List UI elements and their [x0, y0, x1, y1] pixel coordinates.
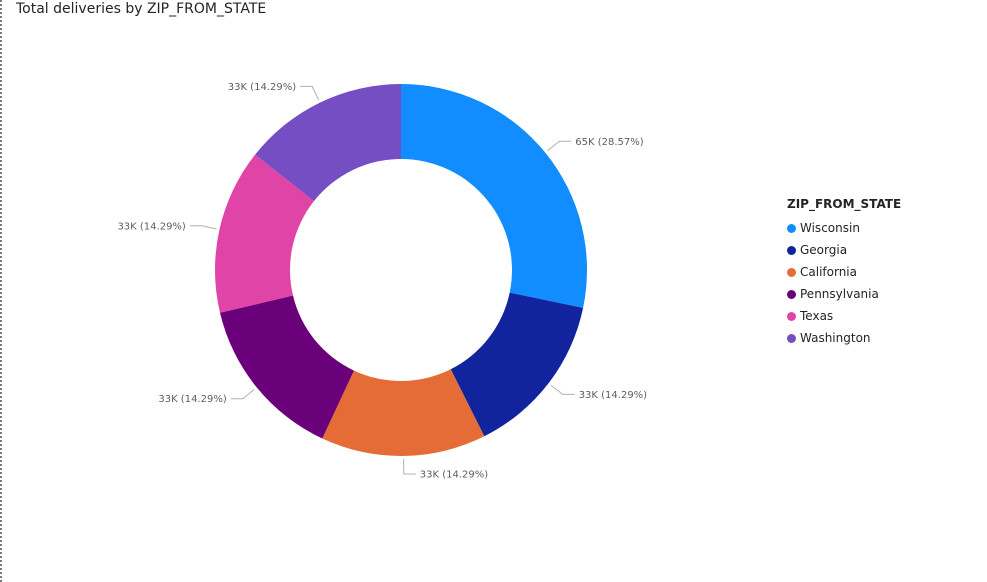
data-label-georgia: 33K (14.29%): [579, 390, 647, 401]
label-leader-lines: [189, 85, 575, 475]
leader-line: [403, 458, 416, 475]
legend-item-texas[interactable]: Texas: [787, 305, 901, 327]
legend-label: Washington: [800, 331, 871, 345]
legend-marker: [787, 289, 796, 299]
legend-marker: [787, 267, 796, 277]
leader-line: [189, 225, 217, 230]
legend-label: Texas: [800, 309, 834, 323]
donut-slice-california[interactable]: [322, 369, 485, 456]
donut-slices: [214, 84, 587, 456]
legend-marker: [787, 333, 796, 343]
legend-item-california[interactable]: California: [787, 261, 901, 283]
legend-marker: [787, 223, 796, 233]
donut-slice-washington[interactable]: [255, 84, 401, 202]
legend-marker: [787, 311, 796, 321]
legend: ZIP_FROM_STATE Wisconsin Georgia Californi…: [787, 197, 901, 349]
legend-label: Pennsylvania: [800, 287, 879, 301]
legend-items: Wisconsin Georgia California Pennsylvania Te…: [787, 217, 901, 349]
legend-item-georgia[interactable]: Georgia: [787, 239, 901, 261]
legend-item-pennsylvania[interactable]: Pennsylvania: [787, 283, 901, 305]
data-label-pennsylvania: 33K (14.29%): [158, 394, 226, 405]
donut-slice-georgia[interactable]: [450, 292, 584, 437]
leader-line: [300, 85, 320, 101]
legend-item-wisconsin[interactable]: Wisconsin: [787, 217, 901, 239]
legend-label: Georgia: [800, 243, 848, 257]
chart-title: Total deliveries by ZIP_FROM_STATE: [16, 1, 267, 17]
legend-label: Wisconsin: [800, 221, 860, 235]
legend-item-washington[interactable]: Washington: [787, 327, 901, 349]
data-label-california: 33K (14.29%): [420, 469, 488, 480]
data-labels: 65K (28.57%) 33K (14.29%) 33K (14.29%) 33K …: [117, 82, 647, 481]
donut-slice-texas[interactable]: [214, 154, 314, 313]
leader-line: [547, 140, 572, 152]
donut-slice-wisconsin[interactable]: [401, 84, 587, 308]
data-label-wisconsin: 65K (28.57%): [575, 137, 643, 148]
leader-line: [230, 388, 255, 400]
legend-title: ZIP_FROM_STATE: [787, 197, 902, 211]
legend-marker: [787, 245, 796, 255]
data-label-texas: 33K (14.29%): [117, 221, 185, 232]
donut-slice-pennsylvania[interactable]: [219, 295, 355, 439]
legend-label: California: [800, 265, 857, 279]
leader-line: [550, 384, 575, 395]
data-label-washington: 33K (14.29%): [228, 82, 296, 93]
